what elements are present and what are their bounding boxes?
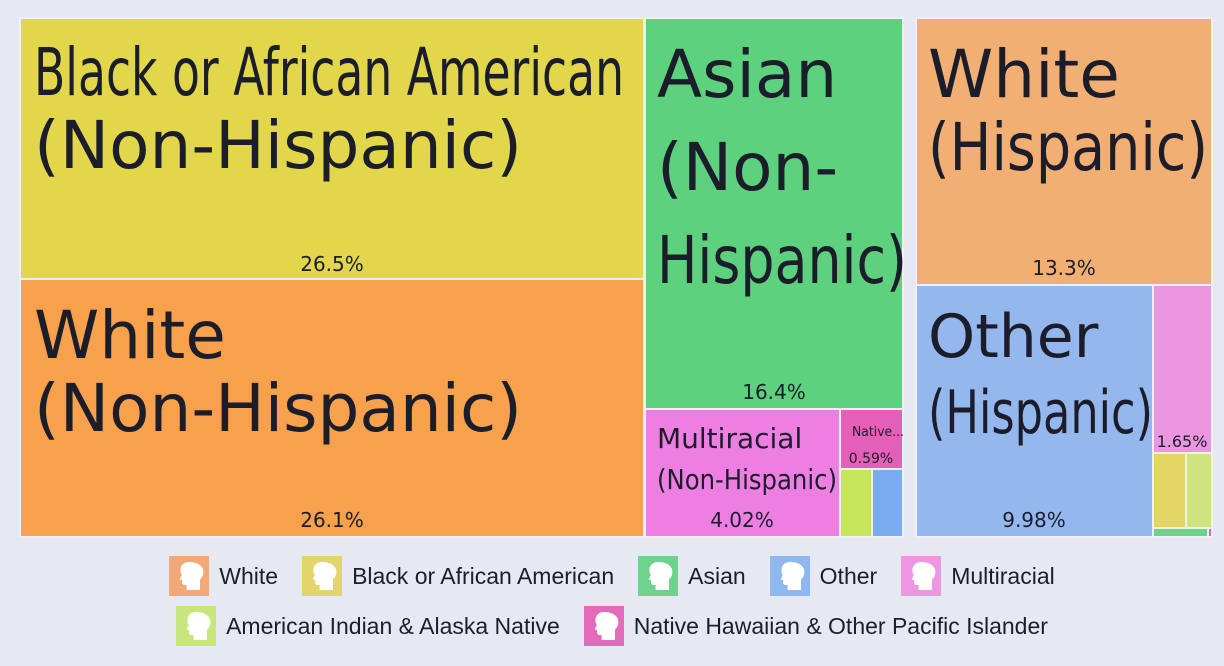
tile-label: Asian (Non-Hispanic) [657, 36, 907, 299]
treemap-tile[interactable] [871, 468, 904, 538]
person-head-icon [769, 556, 810, 596]
legend-item: Native Hawaiian & Other Pacific Islander [583, 606, 1048, 646]
tile-label: Black or African American (Non-Hispanic) [34, 34, 624, 184]
person-head-icon [583, 606, 624, 646]
tile-label: Multiracial (Non-Hispanic) [657, 422, 837, 496]
tile-value-label: 26.1% [300, 508, 364, 532]
treemap-tile[interactable] [1152, 452, 1187, 529]
legend-item: Asian [638, 556, 746, 596]
legend-label: White [219, 562, 279, 589]
treemap-chart: Black or African American (Non-Hispanic) 2… [19, 17, 1213, 538]
treemap-tile[interactable] [915, 17, 1213, 286]
treemap-tile[interactable] [915, 284, 1154, 538]
tile-label: Other (Hispanic) [928, 302, 1153, 448]
treemap-tile[interactable] [839, 408, 904, 470]
tile-label: Native... [852, 425, 904, 440]
legend-row-2: American Indian & Alaska Native Native Ha… [0, 606, 1224, 646]
legend-item: American Indian & Alaska Native [176, 606, 560, 646]
tile-value-label: 4.02% [710, 508, 774, 532]
legend-item: Other [769, 556, 878, 596]
legend-label: Native Hawaiian & Other Pacific Islander [633, 612, 1048, 639]
tile-value-label: 9.98% [1002, 508, 1066, 532]
treemap-tile[interactable] [1152, 284, 1213, 454]
legend-item: White [169, 556, 278, 596]
treemap-tile[interactable] [644, 17, 904, 410]
legend-label: Black or African American [352, 562, 615, 589]
legend-item: Multiracial [901, 556, 1055, 596]
treemap-tile[interactable] [644, 408, 841, 538]
person-head-icon [176, 606, 217, 646]
legend-label: Other [819, 562, 878, 589]
tile-value-label: 16.4% [742, 380, 806, 404]
tile-label: White(Hispanic) [928, 36, 1208, 186]
legend-item: Black or African American [302, 556, 614, 596]
treemap-tile[interactable] [19, 278, 645, 538]
tile-value-label: 0.59% [849, 451, 893, 467]
person-head-icon [169, 556, 210, 596]
person-head-icon [302, 556, 343, 596]
treemap-tile[interactable] [19, 17, 645, 280]
legend-label: American Indian & Alaska Native [226, 612, 560, 639]
legend-label: Asian [688, 562, 746, 589]
legend-label: Multiracial [951, 562, 1055, 589]
person-head-icon [638, 556, 679, 596]
tile-value-label: 1.65% [1157, 432, 1208, 451]
treemap-tile[interactable] [839, 468, 873, 538]
legend-row-1: White Black or African American Asian Other… [0, 556, 1224, 596]
tile-value-label: 26.5% [300, 252, 364, 276]
tile-label: White (Non-Hispanic) [34, 297, 522, 447]
treemap-tile[interactable] [1185, 452, 1213, 529]
treemap-tile[interactable] [1152, 527, 1209, 538]
tile-value-label: 13.3% [1032, 256, 1096, 280]
person-head-icon [901, 556, 942, 596]
